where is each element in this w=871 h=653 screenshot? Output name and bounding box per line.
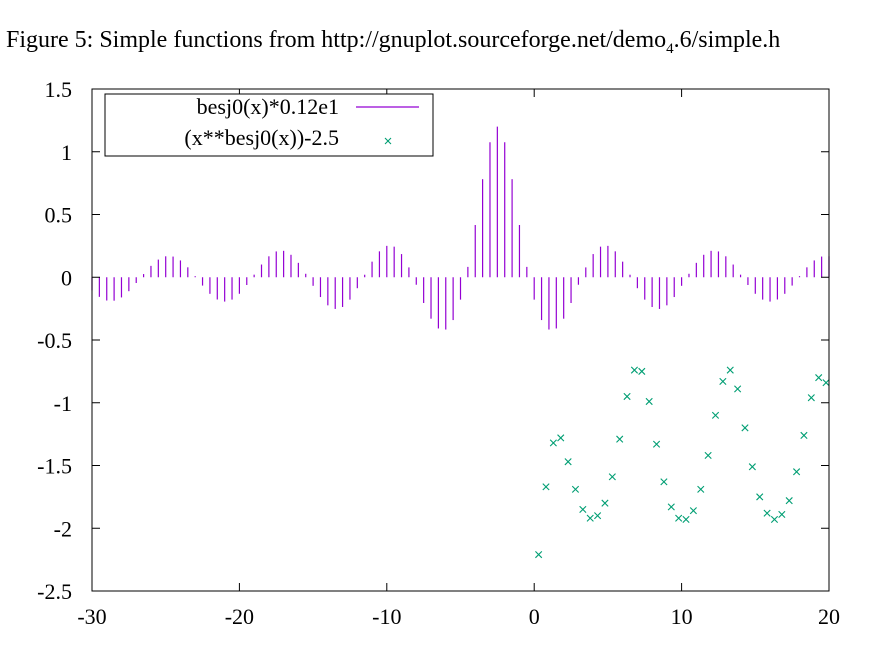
scatter-point <box>792 468 801 476</box>
scatter-point <box>822 379 830 387</box>
scatter-point <box>807 394 815 402</box>
scatter-point <box>815 374 823 382</box>
scatter-point <box>770 515 779 524</box>
scatter-point <box>535 551 543 559</box>
y-tick-label: -2 <box>54 516 72 541</box>
x-tick-label: -30 <box>77 604 106 629</box>
legend-label-besj0: besj0(x)*0.12e1 <box>197 94 339 119</box>
scatter-point <box>616 435 624 443</box>
scatter-point <box>608 473 616 481</box>
scatter-point <box>748 463 756 471</box>
scatter-point <box>549 439 557 447</box>
scatter-point <box>697 485 705 493</box>
legend-swatch-power <box>384 137 392 145</box>
chart-title-main: Figure 5: Simple functions from http://g… <box>6 27 667 53</box>
y-tick-label: -0.5 <box>37 328 72 353</box>
scatter-point <box>763 509 771 517</box>
scatter-point <box>571 485 580 493</box>
x-tick-label: -10 <box>372 604 401 629</box>
x-tick-label: 10 <box>671 604 693 629</box>
y-tick-label: 1.5 <box>45 77 73 102</box>
scatter-point <box>601 499 609 507</box>
scatter-point <box>586 514 594 522</box>
scatter-point <box>734 385 742 393</box>
y-tick-label: -1.5 <box>37 454 72 479</box>
scatter-point <box>623 392 631 401</box>
y-tick-label: -1 <box>54 391 72 416</box>
scatter-point <box>689 507 697 515</box>
scatter-point <box>756 493 764 501</box>
scatter-point <box>645 397 653 406</box>
chart-title-tail: .6/simple.h <box>673 27 781 53</box>
chart-title-subscript: 4 <box>666 41 674 57</box>
scatter-point <box>557 434 565 442</box>
scatter-point <box>778 510 786 519</box>
scatter-point <box>800 431 808 439</box>
legend: besj0(x)*0.12e1 (x**besj0(x))-2.5 <box>104 93 434 157</box>
scatter-point <box>593 512 602 520</box>
y-tick-label: 0 <box>61 265 72 290</box>
scatter-point <box>682 515 690 524</box>
scatter-point <box>542 483 550 491</box>
x-tick-label: 20 <box>818 604 840 629</box>
x-tick-label: 0 <box>529 604 540 629</box>
scatter-point <box>719 377 727 386</box>
scatter-point <box>579 505 587 514</box>
scatter-point <box>652 440 661 448</box>
scatter-point <box>741 424 749 432</box>
scatter-point <box>675 514 683 522</box>
scatter-point <box>630 366 639 374</box>
legend-box <box>104 93 434 157</box>
x-tick-label: -20 <box>225 604 254 629</box>
scatter-point <box>711 411 720 419</box>
scatter-point <box>638 367 646 375</box>
chart-title: Figure 5: Simple functions from http://g… <box>6 27 781 57</box>
y-tick-label: 0.5 <box>45 203 73 228</box>
scatter-point <box>660 478 668 486</box>
scatter-point <box>704 451 712 460</box>
legend-label-power: (x**besj0(x))-2.5 <box>184 125 339 150</box>
y-tick-label: 1 <box>61 140 72 165</box>
scatter-point <box>726 366 734 374</box>
y-tick-label: -2.5 <box>37 579 72 604</box>
scatter-point <box>667 503 675 511</box>
plot-frame <box>91 88 830 592</box>
scatter-point <box>564 458 572 466</box>
scatter-point <box>785 497 793 505</box>
